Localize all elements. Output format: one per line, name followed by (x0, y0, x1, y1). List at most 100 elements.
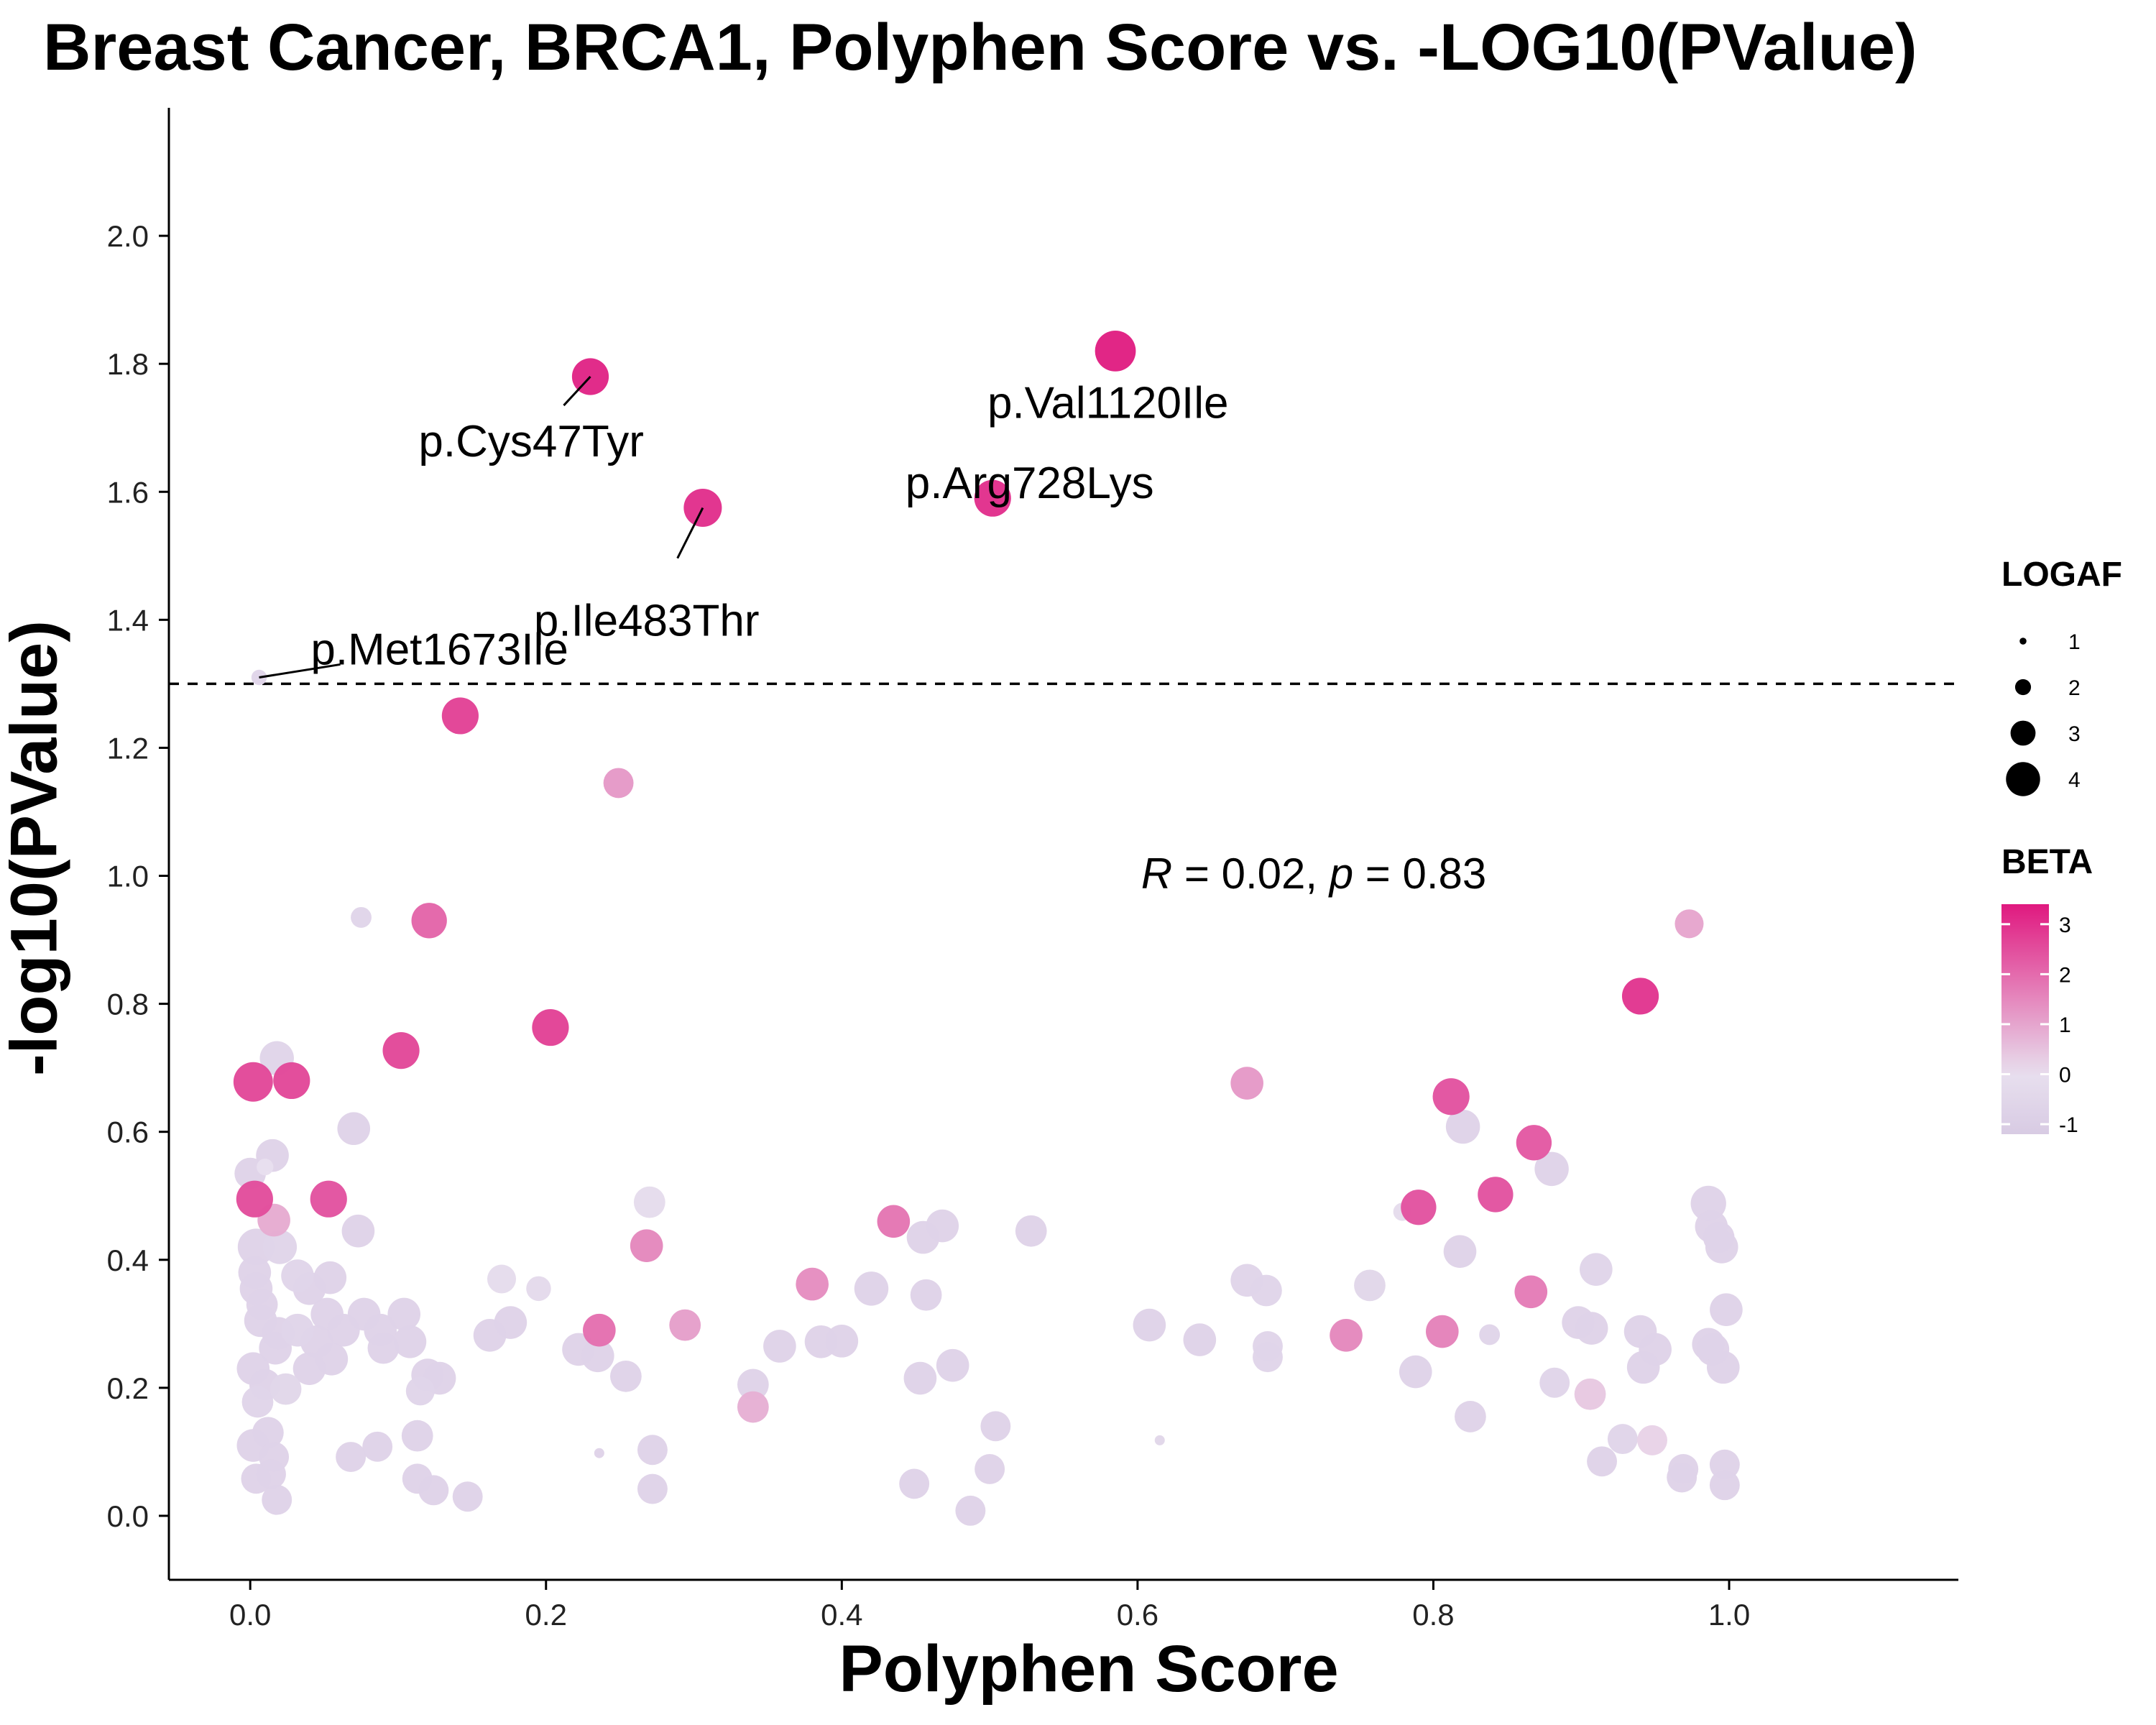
data-point (603, 768, 634, 799)
data-point (899, 1468, 930, 1499)
data-point (281, 1259, 314, 1292)
color-legend-label: 3 (2059, 914, 2071, 937)
data-point (327, 1313, 360, 1347)
y-tick-label: 1.8 (107, 347, 149, 381)
data-point (1516, 1125, 1552, 1161)
y-tick-label: 2.0 (107, 219, 149, 253)
data-point (473, 1319, 507, 1352)
data-point (236, 1180, 273, 1218)
y-tick-label: 0.0 (107, 1499, 149, 1533)
annotation-leader (259, 663, 341, 678)
data-point (1706, 1351, 1740, 1384)
data-point (526, 1276, 551, 1302)
color-legend-label: 1 (2059, 1013, 2071, 1037)
data-point (669, 1309, 701, 1341)
data-point (405, 1376, 435, 1406)
data-point (393, 1325, 427, 1358)
data-point (980, 1411, 1011, 1442)
y-tick-label: 0.2 (107, 1371, 149, 1405)
data-point (633, 1186, 665, 1218)
data-point (910, 1279, 942, 1311)
data-point (1710, 1293, 1743, 1327)
size-legend-label: 1 (2068, 630, 2081, 654)
data-point (532, 1008, 569, 1046)
y-tick-label: 0.4 (107, 1243, 149, 1277)
axes: 0.0 0.2 0.4 0.6 0.8 1.0 0.0 0.2 0.4 0.6 0.8 1.0 1.2 1… (107, 108, 1958, 1632)
p-symbol: p (1329, 849, 1354, 898)
color-legend-label: 0 (2059, 1064, 2071, 1087)
data-point (630, 1229, 663, 1263)
data-point (1575, 1312, 1608, 1345)
data-point (292, 1352, 326, 1385)
data-point (1674, 909, 1704, 939)
r-symbol: R (1141, 849, 1173, 898)
y-tick-label: 0.8 (107, 988, 149, 1021)
data-point (257, 1159, 274, 1176)
annotation-label: p.Met1673Ile (310, 625, 568, 674)
data-point (1253, 1342, 1283, 1373)
data-point (1455, 1401, 1486, 1432)
data-point (1445, 1109, 1480, 1144)
data-point (233, 1062, 273, 1102)
data-point (637, 1473, 668, 1504)
x-tick-label: 0.8 (1412, 1598, 1454, 1632)
size-legend-label: 3 (2068, 722, 2081, 746)
data-point (452, 1481, 483, 1512)
data-point (581, 1339, 614, 1373)
x-tick-label: 0.2 (525, 1598, 567, 1632)
data-point (974, 479, 1011, 517)
data-point (936, 1348, 969, 1382)
p-value: 0.83 (1402, 849, 1487, 898)
data-point (737, 1391, 769, 1423)
data-point (1425, 1315, 1459, 1348)
y-axis-label: -log10(PValue) (0, 620, 71, 1076)
annotation-label: p.Cys47Tyr (418, 417, 644, 466)
data-point (1607, 1424, 1638, 1455)
data-point (975, 1454, 1005, 1484)
color-legend-label: -1 (2059, 1113, 2078, 1137)
data-point (1580, 1253, 1613, 1286)
data-point (411, 903, 447, 939)
size-legend-key (2006, 762, 2040, 796)
data-point (401, 1420, 433, 1452)
data-point (1015, 1215, 1047, 1247)
data-point (1443, 1235, 1477, 1269)
data-point (337, 1112, 371, 1146)
annotation-label: p.Ile483Thr (534, 596, 760, 645)
data-point (1514, 1275, 1548, 1309)
data-point (1626, 1351, 1660, 1384)
data-point (281, 1313, 314, 1347)
y-tick-label: 1.6 (107, 475, 149, 509)
x-tick-label: 1.0 (1708, 1598, 1750, 1632)
data-point (241, 1463, 272, 1494)
annotation-label: p.Arg728Lys (906, 459, 1154, 508)
correlation-annotation: R = 0.02, p = 0.83 (1141, 849, 1487, 898)
color-legend-title: BETA (2001, 843, 2093, 881)
data-point (877, 1205, 911, 1238)
data-point (362, 1431, 393, 1462)
data-point (609, 1360, 642, 1392)
data-point (1621, 978, 1659, 1015)
data-point (1133, 1308, 1166, 1342)
color-legend-label: 2 (2059, 963, 2071, 987)
size-legend-label: 2 (2068, 676, 2081, 700)
data-point (1154, 1435, 1165, 1445)
color-legend-bar (2001, 904, 2049, 1134)
data-point (1432, 1078, 1470, 1116)
data-point (351, 906, 372, 928)
annotation-leader (676, 507, 704, 559)
size-legend-key (2014, 678, 2032, 696)
annotation-leader (563, 375, 591, 407)
point-annotations: p.Cys47Tyr p.Val1120Ile p.Arg728Lys p.Ile48… (259, 375, 1229, 678)
data-point (1534, 1151, 1569, 1187)
data-point (637, 1435, 668, 1466)
data-point (1250, 1274, 1282, 1307)
data-point (1667, 1462, 1697, 1493)
annotation-label: p.Val1120Ile (987, 379, 1229, 428)
data-point (259, 1331, 292, 1365)
size-legend-key (2019, 638, 2027, 645)
data-point (262, 1230, 298, 1264)
data-point (387, 1297, 421, 1331)
size-legend-key (2010, 720, 2036, 746)
